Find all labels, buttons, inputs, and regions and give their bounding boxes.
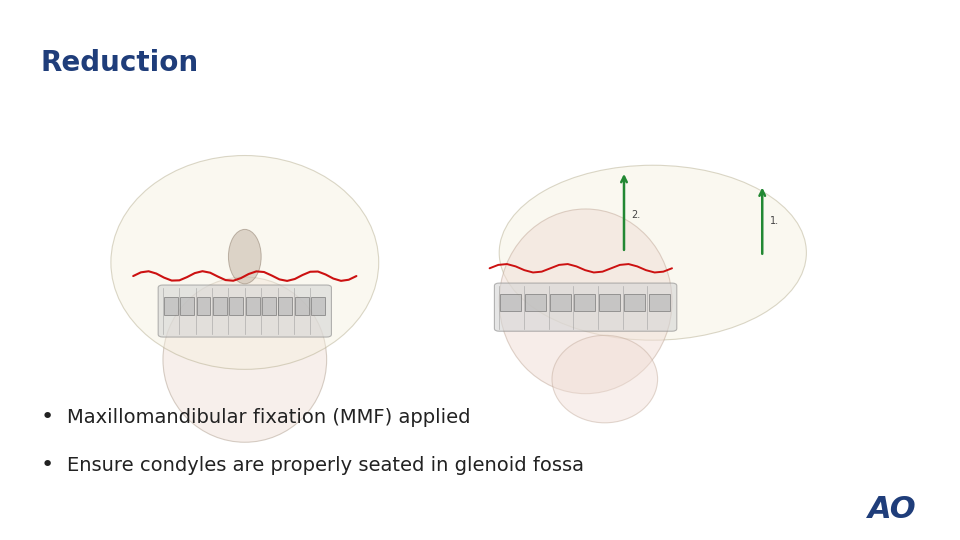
Bar bbox=[550, 294, 571, 311]
Bar bbox=[649, 294, 669, 311]
Text: AO: AO bbox=[868, 495, 917, 524]
Bar bbox=[295, 298, 308, 315]
Bar bbox=[500, 294, 521, 311]
Ellipse shape bbox=[552, 335, 658, 423]
Bar bbox=[624, 294, 645, 311]
Bar bbox=[180, 298, 194, 315]
Bar bbox=[246, 298, 259, 315]
Text: Ensure condyles are properly seated in glenoid fossa: Ensure condyles are properly seated in g… bbox=[67, 456, 585, 475]
Bar bbox=[229, 298, 243, 315]
Text: 1.: 1. bbox=[770, 215, 780, 226]
Bar bbox=[213, 298, 227, 315]
Ellipse shape bbox=[499, 165, 806, 340]
Ellipse shape bbox=[228, 230, 261, 284]
FancyBboxPatch shape bbox=[158, 285, 331, 337]
Bar bbox=[525, 294, 546, 311]
Text: Maxillomandibular fixation (MMF) applied: Maxillomandibular fixation (MMF) applied bbox=[67, 408, 470, 427]
Bar bbox=[278, 298, 292, 315]
Bar bbox=[164, 298, 178, 315]
Bar bbox=[311, 298, 325, 315]
Ellipse shape bbox=[499, 209, 672, 394]
Bar bbox=[599, 294, 620, 311]
FancyBboxPatch shape bbox=[494, 283, 677, 331]
Ellipse shape bbox=[110, 156, 378, 369]
Text: Reduction: Reduction bbox=[40, 49, 199, 77]
Bar bbox=[197, 298, 210, 315]
Text: •: • bbox=[40, 407, 54, 427]
Text: 2.: 2. bbox=[632, 210, 641, 220]
Text: •: • bbox=[40, 455, 54, 475]
Ellipse shape bbox=[163, 277, 326, 442]
Bar bbox=[262, 298, 276, 315]
Bar bbox=[574, 294, 595, 311]
